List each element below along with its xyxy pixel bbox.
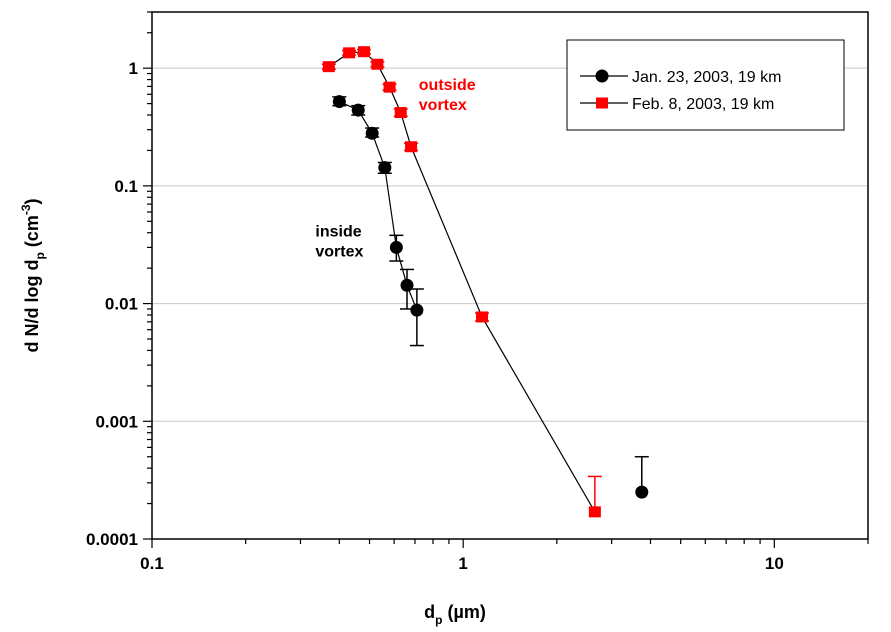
legend: Jan. 23, 2003, 19 km Feb. 8, 2003, 19 km xyxy=(566,39,845,131)
y-tick-label: 1 xyxy=(129,59,138,78)
data-point xyxy=(394,107,407,119)
data-point xyxy=(635,485,649,499)
x-tick-label: 10 xyxy=(765,554,784,573)
annotation: outside vortex xyxy=(419,77,476,114)
y-tick-label: 0.001 xyxy=(95,412,138,431)
legend-marker xyxy=(595,69,609,83)
y-axis: 0.0001 0.001 0.01 0.1 1 xyxy=(86,11,152,549)
y-axis-label: d N/d log dp (cm-3) xyxy=(19,198,47,352)
data-point xyxy=(410,303,424,317)
data-point xyxy=(400,278,414,292)
data-point xyxy=(351,103,365,117)
data-point xyxy=(332,95,346,109)
data-point xyxy=(357,46,370,58)
y-tick-label: 0.1 xyxy=(114,177,138,196)
series-line xyxy=(328,51,596,513)
data-point xyxy=(383,81,396,93)
x-axis: 0.1 1 10 xyxy=(140,539,869,573)
series-1 xyxy=(332,95,649,499)
legend-entries: Jan. 23, 2003, 19 km Feb. 8, 2003, 19 km xyxy=(580,69,781,113)
data-point xyxy=(389,240,403,254)
legend-box xyxy=(566,39,845,131)
data-point xyxy=(476,311,489,323)
series-2 xyxy=(321,46,602,518)
data-point xyxy=(405,141,418,153)
y-tick-label: 0.01 xyxy=(105,295,138,314)
x-axis-label: dp (µm) xyxy=(424,602,486,627)
data-point xyxy=(588,506,601,518)
data-point xyxy=(365,126,379,140)
data-point xyxy=(371,58,384,70)
plot-frame xyxy=(151,11,869,540)
data-point xyxy=(322,61,335,73)
legend-label: Feb. 8, 2003, 19 km xyxy=(632,96,774,113)
data-point xyxy=(378,161,392,175)
annotation: inside vortex xyxy=(315,224,363,261)
series-layer xyxy=(321,46,649,518)
x-tick-label: 0.1 xyxy=(140,554,164,573)
data-point xyxy=(343,47,356,59)
x-tick-label: 1 xyxy=(458,554,467,573)
legend-marker xyxy=(596,97,608,109)
legend-label: Jan. 23, 2003, 19 km xyxy=(632,69,781,86)
annotations: outside vortex inside vortex xyxy=(315,77,475,261)
y-tick-label: 0.0001 xyxy=(86,530,138,549)
